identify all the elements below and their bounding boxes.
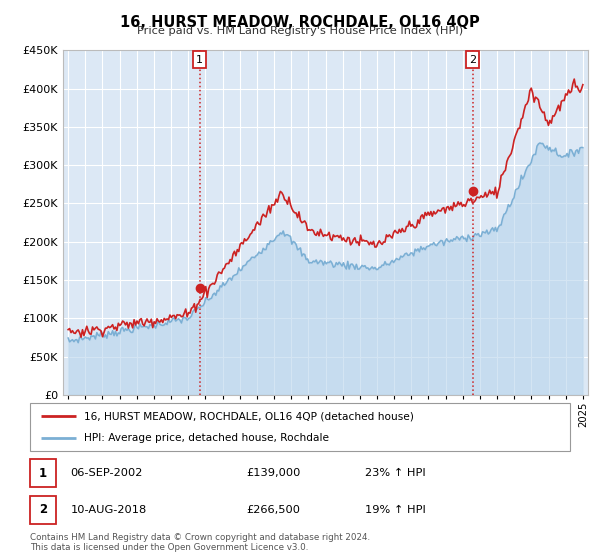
FancyBboxPatch shape <box>30 459 56 487</box>
Text: HPI: Average price, detached house, Rochdale: HPI: Average price, detached house, Roch… <box>84 433 329 443</box>
Text: 10-AUG-2018: 10-AUG-2018 <box>71 505 147 515</box>
Text: 1: 1 <box>39 466 47 479</box>
Text: £266,500: £266,500 <box>246 505 300 515</box>
FancyBboxPatch shape <box>30 403 570 451</box>
Text: 2: 2 <box>39 503 47 516</box>
Text: 23% ↑ HPI: 23% ↑ HPI <box>365 468 425 478</box>
Text: Contains HM Land Registry data © Crown copyright and database right 2024.: Contains HM Land Registry data © Crown c… <box>30 533 370 542</box>
Text: 16, HURST MEADOW, ROCHDALE, OL16 4QP: 16, HURST MEADOW, ROCHDALE, OL16 4QP <box>120 15 480 30</box>
Text: 06-SEP-2002: 06-SEP-2002 <box>71 468 143 478</box>
Text: 19% ↑ HPI: 19% ↑ HPI <box>365 505 425 515</box>
Text: 1: 1 <box>196 54 203 64</box>
FancyBboxPatch shape <box>30 496 56 524</box>
Text: 2: 2 <box>469 54 476 64</box>
Text: 16, HURST MEADOW, ROCHDALE, OL16 4QP (detached house): 16, HURST MEADOW, ROCHDALE, OL16 4QP (de… <box>84 411 414 421</box>
Text: This data is licensed under the Open Government Licence v3.0.: This data is licensed under the Open Gov… <box>30 543 308 552</box>
Text: £139,000: £139,000 <box>246 468 301 478</box>
Text: Price paid vs. HM Land Registry's House Price Index (HPI): Price paid vs. HM Land Registry's House … <box>137 26 463 36</box>
